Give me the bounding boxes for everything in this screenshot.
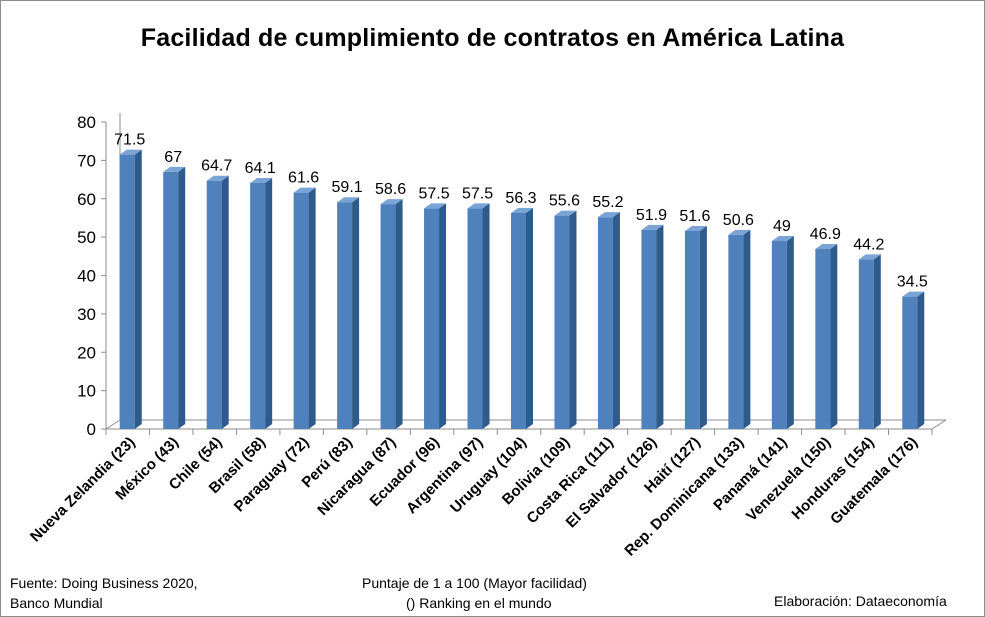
bar-top <box>293 187 316 193</box>
y-tick-label: 20 <box>77 343 96 362</box>
bar-side <box>612 212 620 429</box>
y-tick-label: 70 <box>77 151 96 170</box>
bar-top <box>597 212 620 218</box>
bar-top <box>728 229 751 235</box>
value-label: 34.5 <box>897 274 928 291</box>
y-tick-label: 10 <box>77 382 96 401</box>
source-note-line2: Banco Mundial <box>10 595 103 611</box>
scale-note-line2: () Ranking en el mundo <box>406 595 552 611</box>
bar-front <box>119 154 135 429</box>
bar-front <box>424 208 440 429</box>
value-label: 67 <box>164 149 182 166</box>
bar-front <box>597 217 613 429</box>
bar-side <box>830 244 838 429</box>
bar-top <box>684 225 707 231</box>
scale-note-line1: Puntaje de 1 a 100 (Mayor facilidad) <box>362 575 587 591</box>
bar-top <box>206 175 229 181</box>
bar-front <box>554 215 570 429</box>
bar-front <box>206 180 222 429</box>
bar-top <box>771 235 794 241</box>
value-label: 59.1 <box>332 179 363 196</box>
value-label: 64.1 <box>245 160 276 177</box>
value-label: 57.5 <box>418 185 449 202</box>
bar-front <box>815 249 831 429</box>
bar-front <box>511 212 526 429</box>
value-label: 57.5 <box>462 185 493 202</box>
bar-top <box>902 291 925 297</box>
bar-top <box>815 244 838 250</box>
bar-front <box>337 202 353 429</box>
bar-top <box>250 178 273 184</box>
y-tick-label: 30 <box>77 305 96 324</box>
bar-front <box>250 183 266 429</box>
bar-front <box>467 208 483 429</box>
value-label: 51.9 <box>636 207 667 224</box>
bar-top <box>858 254 881 260</box>
source-note-line1: Fuente: Doing Business 2020, <box>10 575 198 591</box>
bar-top <box>641 224 664 230</box>
bar-top <box>467 203 490 209</box>
bar-front <box>641 229 657 429</box>
bar-side <box>743 229 751 429</box>
bar-side <box>917 291 925 429</box>
value-label: 61.6 <box>288 170 319 187</box>
author-note: Elaboración: Dataeconomía <box>774 593 947 609</box>
bar-top <box>380 199 403 205</box>
bar-side <box>786 235 794 429</box>
category-label: Argentina (97) <box>403 434 486 517</box>
bar-front <box>728 234 744 429</box>
bar-side <box>352 197 360 429</box>
value-label: 51.6 <box>679 208 710 225</box>
bar-front <box>380 204 396 429</box>
bar-front <box>858 259 874 429</box>
y-tick-label: 60 <box>77 190 96 209</box>
bar-side <box>221 175 229 429</box>
bar-front <box>293 192 309 429</box>
value-label: 71.5 <box>114 132 145 149</box>
bar-top <box>511 207 533 213</box>
bar-side <box>178 166 186 429</box>
value-label: 49 <box>773 218 791 235</box>
bar-side <box>308 187 316 429</box>
category-label: Paraguay (72) <box>231 434 313 516</box>
value-label: 50.6 <box>723 212 754 229</box>
y-tick-label: 80 <box>77 113 96 132</box>
bar-front <box>163 171 179 429</box>
value-label: 56.3 <box>505 190 536 207</box>
bar-side <box>873 254 881 429</box>
bar-top <box>554 210 577 216</box>
bar-top <box>119 149 142 155</box>
bar-side <box>134 149 142 429</box>
bar-side <box>569 210 577 429</box>
bar-side <box>699 225 707 429</box>
bar-side <box>656 224 664 429</box>
bar-side <box>482 203 490 429</box>
bar-front <box>902 296 918 429</box>
y-tick-label: 0 <box>87 420 96 439</box>
chart-title: Facilidad de cumplimiento de contratos e… <box>140 24 845 52</box>
bar-side <box>526 207 533 429</box>
y-tick-label: 40 <box>77 267 96 286</box>
value-label: 58.6 <box>375 181 406 198</box>
value-label: 55.6 <box>549 193 580 210</box>
bar-side <box>265 178 273 429</box>
bar-front <box>684 230 700 429</box>
bar-top <box>163 166 186 172</box>
bar-front <box>771 240 787 429</box>
value-label: 46.9 <box>810 226 841 243</box>
category-label: Uruguay (104) <box>447 434 530 517</box>
value-label: 55.2 <box>592 194 623 211</box>
value-label: 64.7 <box>201 158 232 175</box>
bar-top <box>337 197 360 203</box>
y-tick-label: 50 <box>77 228 96 247</box>
bar-side <box>395 199 403 429</box>
category-label: Nicaragua (87) <box>314 434 399 519</box>
bar-top <box>424 203 447 209</box>
bar-side <box>439 203 447 429</box>
value-label: 44.2 <box>853 236 884 253</box>
